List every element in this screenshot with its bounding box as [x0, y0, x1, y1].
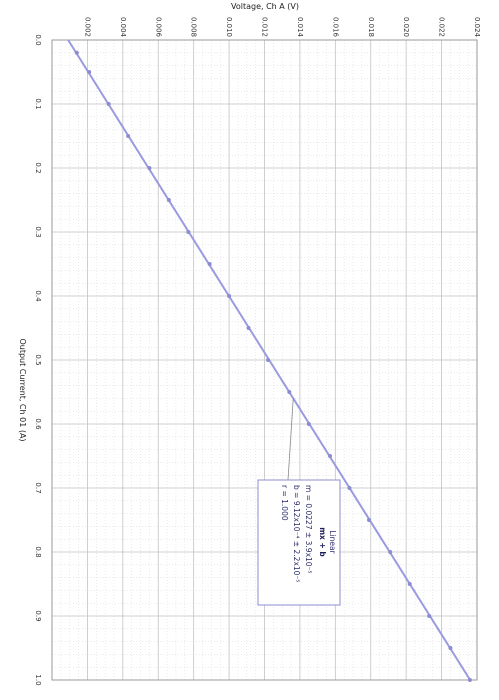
current-tick-label: 0.1 [34, 98, 42, 109]
data-points [74, 50, 472, 682]
data-point [227, 294, 232, 298]
data-point [347, 486, 352, 490]
data-point [166, 198, 171, 202]
voltage-tick-label: 0.010 [225, 17, 233, 37]
data-point [207, 262, 212, 266]
voltage-tick-label: 0.016 [331, 17, 339, 38]
data-point [147, 166, 152, 170]
current-tick-label: 0.8 [34, 546, 42, 557]
voltage-tick-label: 0.020 [402, 17, 410, 37]
current-tick-label: 0.7 [34, 482, 42, 493]
voltage-tick-label: 0.008 [190, 17, 198, 37]
data-point [328, 454, 333, 458]
fit-annotation-box[interactable]: Linear mx + b m = 0.0227 ± 3.9x10⁻⁵ b = … [257, 479, 341, 606]
voltage-tick-label: 0.002 [83, 17, 91, 37]
fit-correlation-line: r = 1.000 [280, 485, 289, 521]
plot-frame [51, 39, 478, 681]
data-point [427, 614, 432, 618]
current-tick-label: 1.0 [34, 674, 42, 685]
voltage-tick-label: 0.006 [154, 17, 162, 38]
current-tick-labels: 0.0 0.1 0.2 0.3 0.4 0.5 0.6 0.7 0.8 0.9 1.0 [34, 34, 42, 685]
voltage-tick-label: 0.018 [367, 17, 375, 37]
data-point [246, 326, 251, 330]
current-tick-label: 0.3 [34, 226, 42, 237]
voltage-tick-labels: 0.002 0.004 0.006 0.008 0.010 0.012 0.014 0.016… [83, 17, 481, 38]
fit-slope-line: m = 0.0227 ± 3.9x10⁻⁵ [304, 485, 313, 574]
current-tick-label: 0.2 [34, 162, 42, 173]
current-tick-label: 0.6 [34, 418, 42, 430]
voltage-tick-label: 0.004 [119, 17, 127, 38]
data-point [87, 70, 92, 74]
current-tick-label: 0.4 [34, 290, 42, 302]
voltage-tick-label: 0.022 [438, 17, 446, 37]
data-point [266, 358, 271, 362]
current-tick-label: 0.9 [34, 610, 42, 621]
data-point [186, 230, 191, 234]
data-point [366, 518, 371, 522]
fit-callout-line [287, 398, 294, 481]
grid-layer [51, 39, 478, 681]
data-point [106, 102, 111, 106]
fit-title: Linear [328, 530, 337, 554]
data-point [407, 582, 412, 586]
data-point [126, 134, 131, 138]
voltage-tick-label: 0.012 [261, 17, 269, 37]
fit-equation: mx + b [318, 527, 327, 557]
voltage-tick-label: 0.024 [473, 17, 481, 38]
data-point [388, 550, 393, 554]
current-tick-label: 0.5 [34, 354, 42, 365]
voltage-tick-label: 0.014 [296, 17, 304, 38]
data-point [467, 678, 472, 682]
data-point [287, 390, 292, 394]
fit-intercept-line: b = 9.12x10⁻⁴ ± 2.2x10⁻⁵ [292, 485, 301, 582]
voltage-axis-title: Voltage, Ch A (V) [231, 2, 299, 11]
current-tick-label: 0.0 [34, 34, 42, 45]
data-point [74, 50, 79, 55]
data-point [306, 422, 311, 426]
data-point [448, 646, 453, 650]
fit-box-frame [257, 479, 341, 606]
current-axis-title: Output Current, Ch 01 (A) [18, 338, 27, 441]
